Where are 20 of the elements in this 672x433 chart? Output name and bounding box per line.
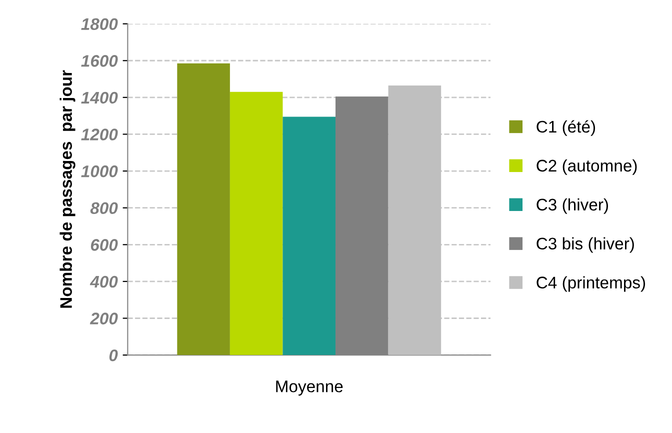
y-axis-title: Nombre de passages par jour [60,70,76,308]
bar [282,116,336,356]
y-tick-label: 600 [90,239,118,251]
y-tick-label: 400 [90,276,118,288]
y-tick-label: 1400 [81,92,118,104]
legend-label: C2 (automne) [536,159,637,175]
legend-label: C4 (printemps) [536,276,646,292]
y-tick-label: 200 [90,312,118,324]
y-tick-label: 800 [90,202,118,214]
legend-label: C1 (été) [536,120,596,136]
y-tick-label: 1800 [81,18,118,30]
bar [177,63,230,356]
bar [230,92,283,356]
y-tick-label: 0 [109,349,118,362]
y-tick-label: 1600 [81,55,118,67]
y-tick-label: 1000 [81,165,118,178]
legend-label: C3 (hiver) [536,198,608,214]
x-tick-label: Moyenne [276,380,343,396]
legend-label: C3 bis (hiver) [536,237,634,253]
y-tick-label: 1200 [81,128,118,140]
